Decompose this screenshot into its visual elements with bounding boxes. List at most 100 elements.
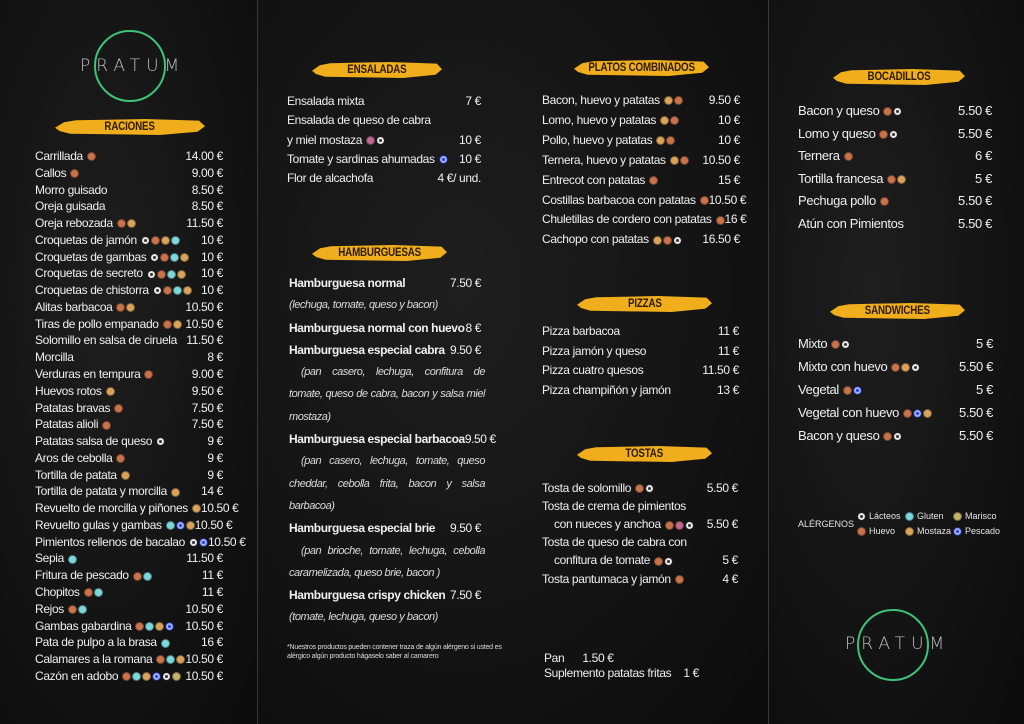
item-price: 10.50 € [185,652,223,667]
item-name: Callos [35,165,67,180]
allergen-icons [115,451,126,465]
menu-item: Croquetas de chistorra 10 € [35,283,223,297]
menu-item: Revuelto de morcilla y piñones 10.50 € [35,501,239,516]
mustard-icon [182,286,192,296]
allergen-icons [365,133,386,147]
item-name: Chopitos [35,585,80,600]
menu-item: Cazón en adobo 10.50 € [35,669,223,683]
allergen-icons [878,126,899,141]
allergen-icons [143,367,154,381]
item-price: 7.50 € [191,417,224,432]
wheat-icon [67,554,77,564]
egg-icon [160,252,170,262]
menu-item: Morcilla 8 € [35,350,223,364]
menu-item: Tosta de solomillo 5.50 € [542,481,738,495]
allergen-icons [886,171,907,186]
item-name: Pimientos rellenos de bacalao [35,534,185,549]
milk-icon [893,432,903,442]
item-name: Lomo, huevo y patatas [542,112,657,127]
item-name: Pizza cuatro quesos [542,363,644,378]
menu-item: Huevos rotos 9.50 € [35,384,223,398]
item-price: 8 € [465,320,482,335]
item-price: 9 € [207,434,223,449]
egg-icon [102,420,112,430]
item-name: Fritura de pescado [35,568,129,583]
mustard-icon [170,487,180,497]
item-price: 11.50 € [186,551,223,566]
allergen-icons [882,428,903,443]
egg-icon [879,129,889,139]
burger-item: Hamburguesa crispy chicken 7.50 € [289,584,481,606]
item-price: 11 € [201,585,223,600]
item-price: 10 € [201,232,223,247]
item-name: Ternera [798,148,840,163]
menu-item: Bacon y queso 5.50 € [798,103,992,118]
fish-icon [438,155,448,165]
menu-item: Solomillo en salsa de ciruela 11.50 € [35,333,223,347]
allergen-icons [67,602,87,616]
section-header-pizzas: PIZZAS [577,296,712,312]
egg-icon [156,269,166,279]
fish-icon [852,386,862,396]
mustard-icon [155,621,165,631]
item-price: 10 € [201,283,223,298]
item-name: Croquetas de chistorra [35,283,149,298]
item-price: 9.50 € [450,343,481,358]
menu-item: Pata de pulpo a la brasa 16 € [35,635,223,649]
egg-icon [116,219,126,229]
allergen-icons [699,193,709,207]
item-name: Tortilla de patata [35,467,117,482]
item-price: 9.00 € [191,367,224,381]
fish-icon [953,527,962,537]
fish-icon [165,621,175,631]
burger-item: Hamburguesa especial cabra 9.50 € [289,339,481,361]
item-name: Bacon y queso [798,428,880,443]
legend-item: Huevo [856,526,895,537]
egg-icon [903,409,913,419]
item-price: 14.00 € [185,149,223,163]
item-price: 9.00 € [191,165,224,180]
allergen-icons [105,384,115,398]
egg-icon [679,156,689,166]
wheat-icon [905,512,914,522]
item-name: Hamburguesa especial brie [289,521,436,536]
legend-item: Mostaza [904,526,951,537]
allergen-icons [134,619,175,633]
menu-item: Atún con Pimientos 5.50 € [798,216,992,231]
item-name: Oreja guisada [35,199,106,214]
item-name: Suplemento patatas fritas [544,666,672,680]
allergen-icons [132,568,152,582]
item-price: 5.50 € [957,125,992,141]
allergen-icons [882,103,903,118]
mustard-icon [669,156,679,166]
menu-item: Pollo, huevo y patatas 10 € [542,133,740,147]
egg-icon [842,386,852,396]
item-name: Pollo, huevo y patatas [542,132,653,147]
item-name: Hamburguesa crispy chicken [289,588,446,603]
item-name: Alitas barbacoa [35,299,113,314]
burger-item: Hamburguesa normal con huevo 8 € [289,317,481,339]
menu-item: Morro guisado 8.50 € [35,183,223,197]
item-name: Revuelto de morcilla y piñones [35,501,188,516]
item-price: 8.50 € [191,182,224,197]
mustard-icon [660,116,670,126]
wheat-icon [132,672,142,682]
item-name: Mixto [798,336,828,351]
menu-item: Ternera 6 € [798,148,992,163]
menu-item: Lomo, huevo y patatas 10 € [542,113,740,127]
shellfish-icon [953,512,962,522]
menu-item: Ensalada mixta 7 € [287,94,481,108]
item-price: 9.50 € [464,432,496,447]
egg-icon [699,195,709,205]
item-name: Oreja rebozada [35,216,113,231]
item-price: 5.50 € [957,103,992,118]
egg-icon [715,215,725,225]
menu-item: Aros de cebolla 9 € [35,451,223,465]
mustard-icon [126,303,136,313]
item-name: Tomate y sardinas ahumadas [287,151,435,166]
item-name: Tosta pantumaca y jamón [542,571,671,586]
mustard-icon [663,96,673,106]
item-name: Hamburguesa normal [289,276,406,291]
menu-item: Pimientos rellenos de bacalao 10.50 € [35,534,246,549]
burger-item: Hamburguesa normal 7.50 € [289,272,481,294]
